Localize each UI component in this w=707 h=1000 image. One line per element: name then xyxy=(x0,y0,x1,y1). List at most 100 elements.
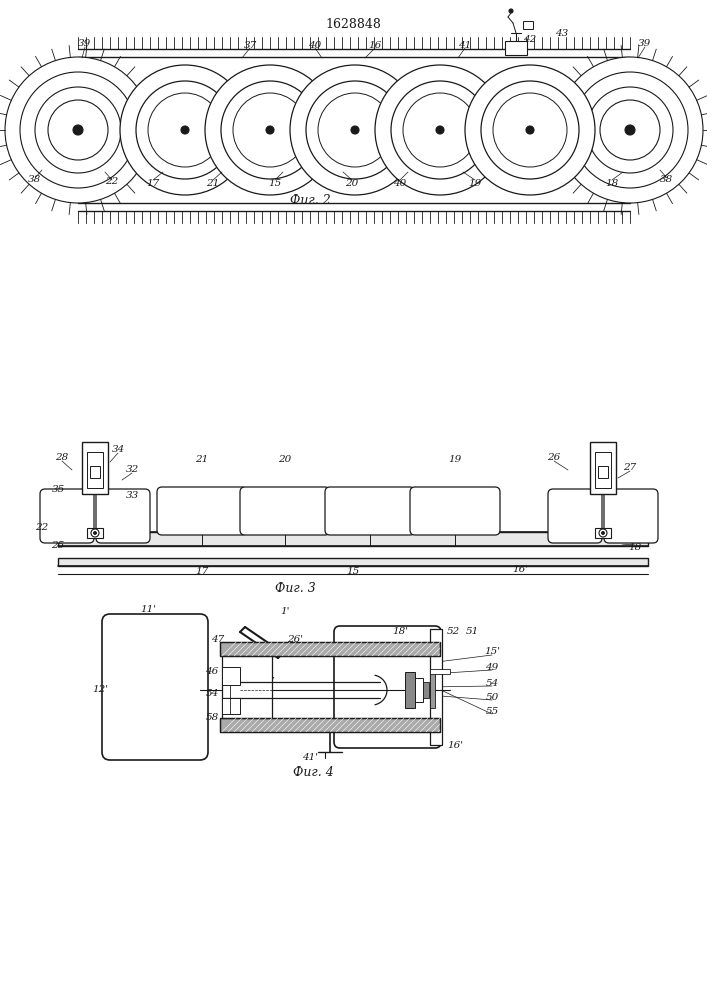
Bar xyxy=(220,718,440,732)
Text: 21: 21 xyxy=(206,178,220,188)
Circle shape xyxy=(403,93,477,167)
Text: 16': 16' xyxy=(512,566,528,574)
Circle shape xyxy=(48,100,108,160)
Circle shape xyxy=(221,81,319,179)
Text: 46: 46 xyxy=(205,668,218,676)
Text: 38: 38 xyxy=(660,176,674,184)
Bar xyxy=(405,672,415,708)
Circle shape xyxy=(95,127,101,133)
Text: 17: 17 xyxy=(195,568,209,576)
Circle shape xyxy=(493,93,567,167)
Text: 15': 15' xyxy=(484,648,500,656)
Text: 26: 26 xyxy=(547,454,561,462)
Circle shape xyxy=(587,87,673,173)
Text: Фиг. 2: Фиг. 2 xyxy=(290,194,330,207)
FancyBboxPatch shape xyxy=(410,487,500,535)
Circle shape xyxy=(91,529,99,537)
Text: 1628848: 1628848 xyxy=(325,17,381,30)
Text: 15: 15 xyxy=(269,178,281,188)
Bar xyxy=(220,718,440,732)
Text: 41: 41 xyxy=(458,40,472,49)
Bar xyxy=(222,656,272,718)
Circle shape xyxy=(526,126,534,134)
Bar xyxy=(595,452,611,488)
Bar xyxy=(595,528,611,538)
Circle shape xyxy=(572,72,688,188)
Text: 26': 26' xyxy=(287,636,303,645)
Circle shape xyxy=(120,65,250,195)
Text: 51: 51 xyxy=(465,628,479,637)
Text: 38: 38 xyxy=(28,176,42,184)
Text: 20: 20 xyxy=(279,456,291,464)
Text: 12': 12' xyxy=(92,686,108,694)
Text: Фиг. 4: Фиг. 4 xyxy=(293,766,334,778)
Circle shape xyxy=(607,127,613,133)
Bar xyxy=(415,678,423,702)
Circle shape xyxy=(481,81,579,179)
Text: 40: 40 xyxy=(308,40,322,49)
Bar xyxy=(222,698,240,714)
Bar xyxy=(430,669,450,674)
Circle shape xyxy=(93,532,96,534)
Text: 47: 47 xyxy=(211,636,225,645)
Text: 50: 50 xyxy=(486,694,498,702)
Text: 53: 53 xyxy=(238,700,252,710)
Text: 21: 21 xyxy=(195,456,209,464)
Bar xyxy=(220,642,440,656)
Text: 25: 25 xyxy=(52,540,64,550)
Text: 49: 49 xyxy=(486,664,498,672)
Text: 28: 28 xyxy=(55,454,69,462)
Text: 43: 43 xyxy=(556,28,568,37)
Bar xyxy=(505,41,527,55)
Circle shape xyxy=(148,93,222,167)
Text: 57: 57 xyxy=(262,678,274,686)
Circle shape xyxy=(35,87,121,173)
Bar xyxy=(87,452,103,488)
Circle shape xyxy=(182,127,188,133)
FancyBboxPatch shape xyxy=(548,489,602,543)
Bar xyxy=(598,466,608,478)
Text: 20: 20 xyxy=(346,178,358,188)
Circle shape xyxy=(391,81,489,179)
Bar xyxy=(87,528,103,538)
Circle shape xyxy=(465,65,595,195)
Circle shape xyxy=(20,72,136,188)
Text: 22: 22 xyxy=(35,524,49,532)
Circle shape xyxy=(509,9,513,13)
Bar xyxy=(82,442,108,494)
Circle shape xyxy=(437,127,443,133)
Bar xyxy=(523,21,533,29)
Circle shape xyxy=(557,57,703,203)
Text: 27: 27 xyxy=(624,464,636,473)
Bar xyxy=(58,532,648,546)
Text: 35: 35 xyxy=(52,486,64,494)
FancyBboxPatch shape xyxy=(157,487,247,535)
Bar xyxy=(423,682,429,698)
Text: 18': 18' xyxy=(392,628,408,637)
Text: 16': 16' xyxy=(447,740,463,750)
FancyBboxPatch shape xyxy=(604,489,658,543)
Circle shape xyxy=(527,127,533,133)
Circle shape xyxy=(600,100,660,160)
Circle shape xyxy=(599,529,607,537)
Bar xyxy=(58,558,648,566)
Text: 37: 37 xyxy=(243,40,257,49)
Text: 19: 19 xyxy=(448,456,462,464)
Text: 15: 15 xyxy=(346,568,360,576)
Circle shape xyxy=(306,81,404,179)
Text: 16: 16 xyxy=(368,40,382,49)
Text: 54: 54 xyxy=(486,680,498,688)
Bar xyxy=(220,642,440,656)
Text: 19: 19 xyxy=(468,178,481,188)
Circle shape xyxy=(233,93,307,167)
Text: Фиг. 3: Фиг. 3 xyxy=(274,582,315,594)
Circle shape xyxy=(351,126,359,134)
Text: 1': 1' xyxy=(280,607,290,616)
Text: 54: 54 xyxy=(205,688,218,698)
Circle shape xyxy=(136,81,234,179)
Text: 52: 52 xyxy=(446,628,460,637)
Circle shape xyxy=(436,126,444,134)
Bar xyxy=(430,672,435,708)
Bar xyxy=(430,629,442,745)
Text: 40: 40 xyxy=(393,178,407,188)
